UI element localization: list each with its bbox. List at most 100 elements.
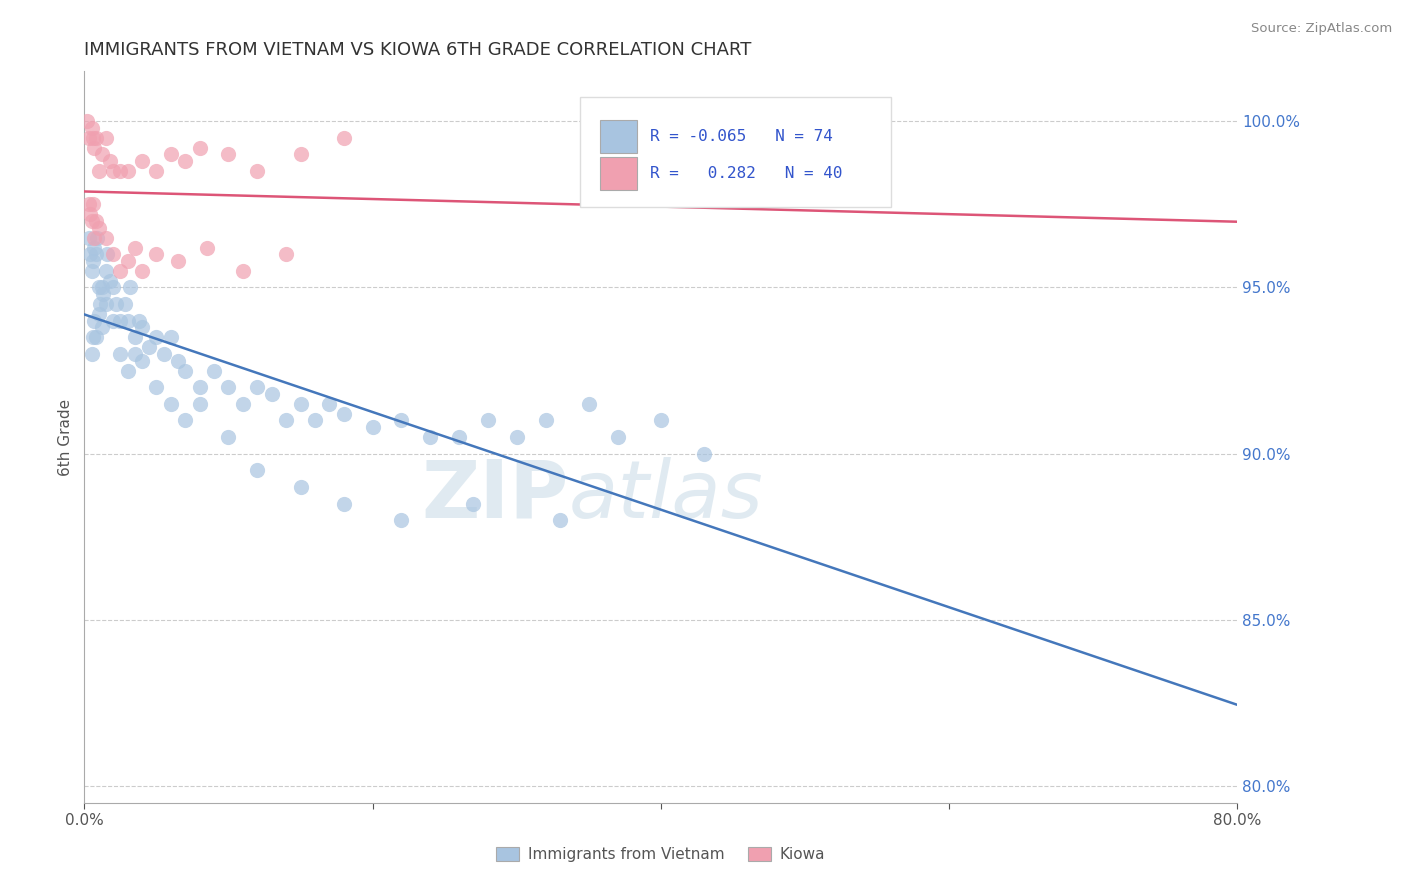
Point: [91, 287, 114, 301]
Point: [120, 280, 142, 294]
Point: [124, 330, 146, 344]
Point: [160, 147, 183, 161]
Point: [80, 214, 103, 228]
Point: [110, 264, 132, 278]
Point: [477, 413, 499, 427]
Point: [333, 407, 356, 421]
Point: [202, 363, 225, 377]
Point: [110, 347, 132, 361]
Point: [506, 430, 529, 444]
Point: [82, 330, 104, 344]
Point: [195, 241, 218, 255]
Point: [124, 241, 146, 255]
Point: [87, 307, 110, 321]
Point: [98, 274, 121, 288]
Point: [145, 164, 167, 178]
Point: [80, 347, 103, 361]
Point: [246, 164, 269, 178]
Point: [606, 430, 628, 444]
Point: [463, 497, 485, 511]
Bar: [600, 157, 637, 190]
Text: IMMIGRANTS FROM VIETNAM VS KIOWA 6TH GRADE CORRELATION CHART: IMMIGRANTS FROM VIETNAM VS KIOWA 6TH GRA…: [84, 41, 752, 59]
Point: [83, 141, 105, 155]
Point: [80, 264, 103, 278]
Point: [117, 314, 139, 328]
Point: [80, 120, 103, 135]
Point: [103, 314, 124, 328]
Point: [90, 147, 112, 161]
Point: [79, 247, 101, 261]
Point: [218, 430, 240, 444]
Point: [391, 413, 413, 427]
Point: [131, 320, 153, 334]
Point: [318, 397, 340, 411]
Point: [117, 363, 139, 377]
Point: [138, 340, 160, 354]
Point: [232, 264, 254, 278]
Point: [131, 264, 153, 278]
Point: [83, 314, 105, 328]
Point: [110, 164, 132, 178]
Text: R =   0.282   N = 40: R = 0.282 N = 40: [651, 166, 844, 181]
Text: Source: ZipAtlas.com: Source: ZipAtlas.com: [1251, 22, 1392, 36]
Point: [174, 413, 197, 427]
Point: [174, 154, 197, 169]
Point: [83, 241, 105, 255]
Point: [87, 220, 110, 235]
Point: [76, 114, 98, 128]
Point: [87, 164, 110, 178]
Point: [260, 387, 283, 401]
Point: [290, 147, 312, 161]
Point: [82, 131, 104, 145]
Point: [90, 280, 112, 294]
FancyBboxPatch shape: [581, 97, 891, 207]
Point: [110, 314, 132, 328]
Point: [83, 230, 105, 244]
Point: [87, 280, 110, 294]
Point: [94, 297, 117, 311]
Point: [98, 154, 121, 169]
Point: [650, 413, 672, 427]
Point: [131, 353, 153, 368]
Point: [449, 430, 471, 444]
Point: [128, 314, 150, 328]
Bar: [600, 120, 637, 153]
Point: [218, 147, 240, 161]
Point: [117, 164, 139, 178]
Point: [160, 397, 183, 411]
Point: [79, 207, 101, 221]
Point: [290, 480, 312, 494]
Text: R = -0.065   N = 74: R = -0.065 N = 74: [651, 129, 834, 145]
Text: ZIP: ZIP: [422, 457, 568, 534]
Point: [77, 197, 100, 211]
Point: [188, 397, 211, 411]
Point: [160, 330, 183, 344]
Point: [103, 280, 124, 294]
Point: [124, 347, 146, 361]
Point: [103, 247, 124, 261]
Point: [82, 253, 104, 268]
Point: [218, 380, 240, 394]
Point: [304, 413, 326, 427]
Point: [174, 363, 197, 377]
Point: [391, 513, 413, 527]
Point: [82, 197, 104, 211]
Point: [152, 347, 174, 361]
Y-axis label: 6th Grade: 6th Grade: [58, 399, 73, 475]
Point: [77, 230, 100, 244]
Point: [578, 397, 600, 411]
Legend: Immigrants from Vietnam, Kiowa: Immigrants from Vietnam, Kiowa: [491, 841, 831, 868]
Point: [246, 380, 269, 394]
Point: [548, 513, 571, 527]
Point: [188, 141, 211, 155]
Point: [84, 131, 107, 145]
Point: [84, 330, 107, 344]
Point: [117, 253, 139, 268]
Point: [361, 420, 384, 434]
Point: [114, 297, 136, 311]
Point: [246, 463, 269, 477]
Point: [94, 230, 117, 244]
Point: [693, 447, 716, 461]
Point: [145, 247, 167, 261]
Point: [96, 247, 118, 261]
